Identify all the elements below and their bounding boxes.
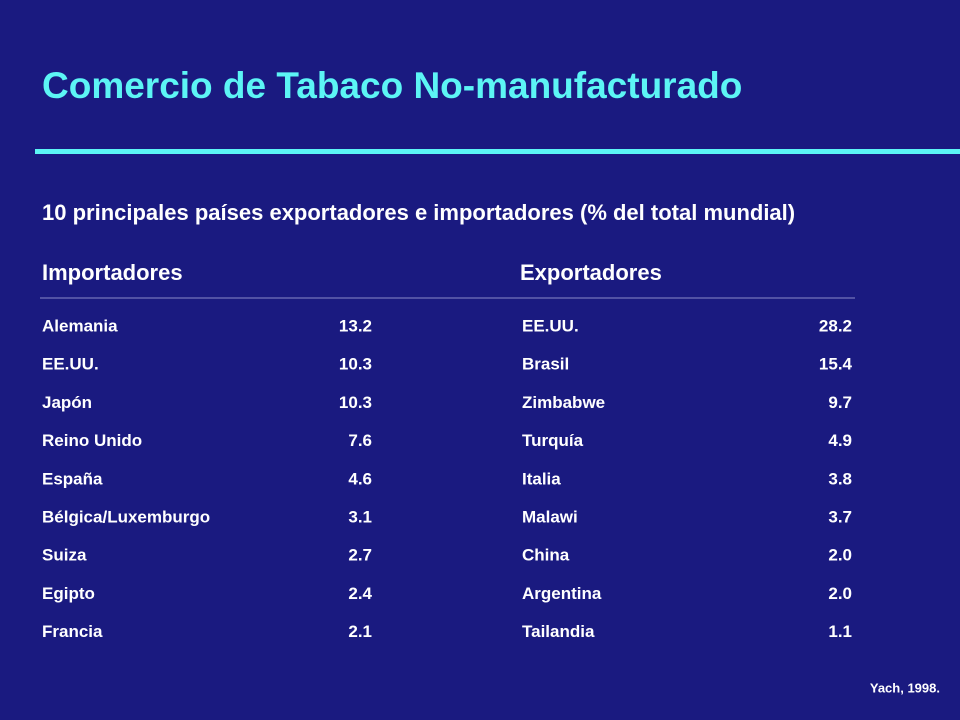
country: Suiza — [42, 546, 87, 565]
title-rule — [35, 149, 960, 154]
share: 28.2 — [819, 316, 852, 335]
share: 1.1 — [828, 622, 852, 641]
share: 13.2 — [339, 316, 372, 335]
share: 2.4 — [348, 584, 372, 603]
share: 3.7 — [828, 507, 852, 526]
country: Tailandia — [522, 622, 595, 641]
share: 2.0 — [828, 584, 852, 603]
subtitle: 10 principales países exportadores e imp… — [42, 200, 795, 225]
country: Egipto — [42, 584, 95, 603]
share: 3.1 — [348, 507, 372, 526]
country: Malawi — [522, 507, 578, 526]
share: 2.1 — [348, 622, 372, 641]
title: Comercio de Tabaco No-manufacturado — [42, 65, 742, 106]
country: Brasil — [522, 355, 569, 374]
country: Turquía — [522, 431, 584, 450]
share: 10.3 — [339, 393, 372, 412]
country: Bélgica/Luxemburgo — [42, 507, 210, 526]
country: Zimbabwe — [522, 393, 605, 412]
share: 2.0 — [828, 546, 852, 565]
country: Reino Unido — [42, 431, 142, 450]
share: 4.9 — [828, 431, 852, 450]
country: Japón — [42, 393, 92, 412]
share: 2.7 — [348, 546, 372, 565]
country: Francia — [42, 622, 103, 641]
country: España — [42, 469, 103, 488]
share: 15.4 — [819, 355, 853, 374]
country: EE.UU. — [522, 316, 579, 335]
country: EE.UU. — [42, 355, 99, 374]
country: Alemania — [42, 316, 118, 335]
share: 4.6 — [348, 469, 372, 488]
share: 7.6 — [348, 431, 372, 450]
country: China — [522, 546, 570, 565]
column-header: Importadores — [42, 260, 183, 285]
column-header: Exportadores — [520, 260, 662, 285]
country: Italia — [522, 469, 561, 488]
source: Yach, 1998. — [870, 680, 940, 695]
share: 3.8 — [828, 469, 852, 488]
country: Argentina — [522, 584, 602, 603]
share: 10.3 — [339, 355, 372, 374]
share: 9.7 — [828, 393, 852, 412]
